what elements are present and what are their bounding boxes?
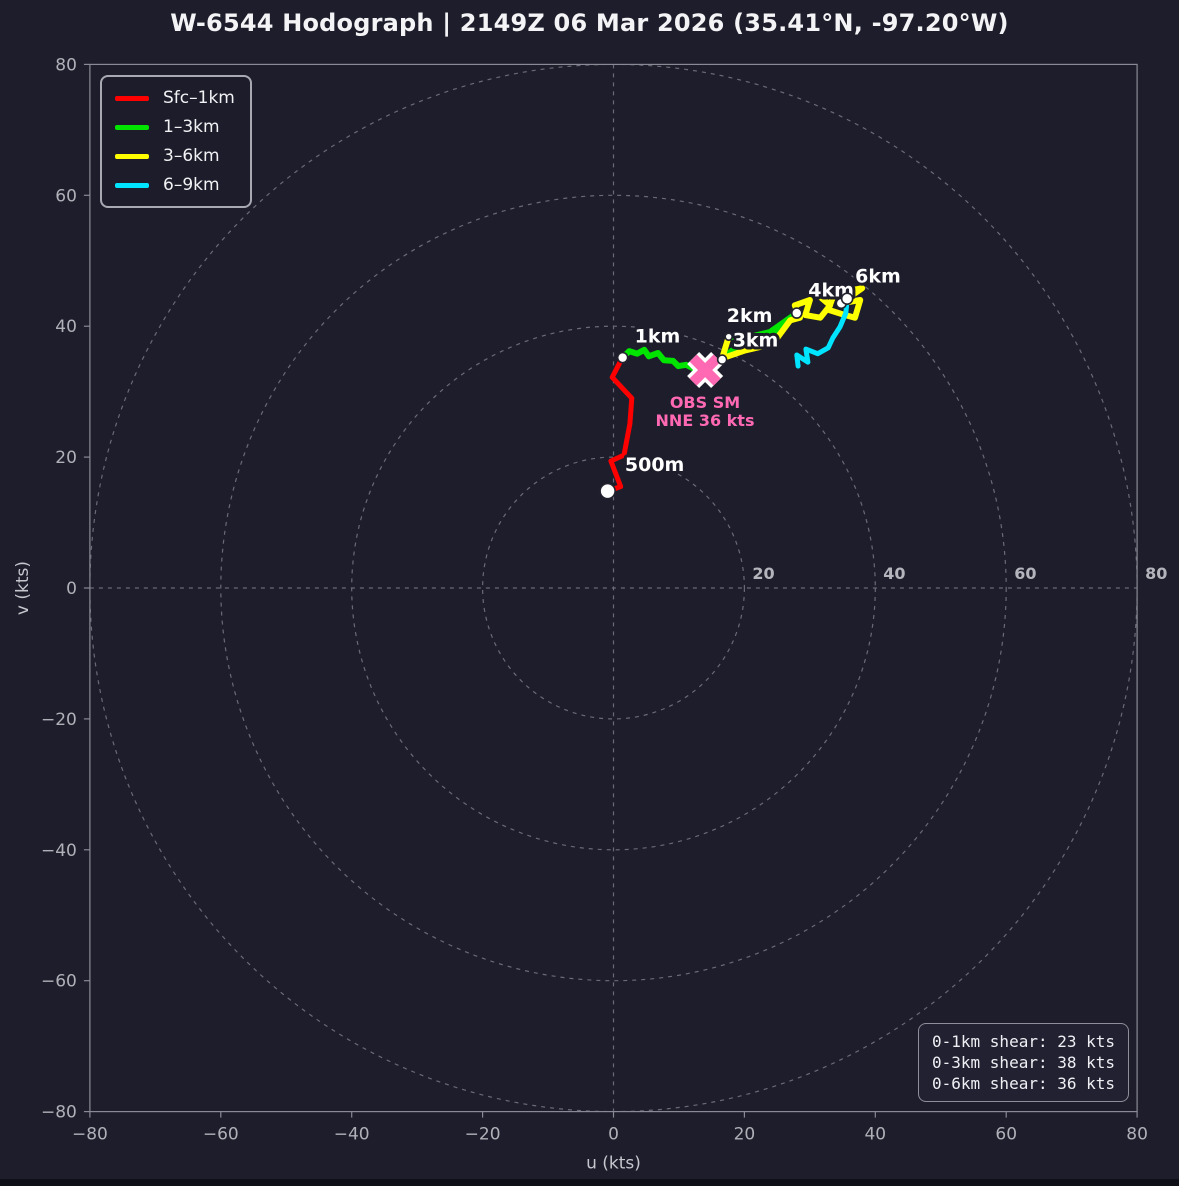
level-marker-sfc [599, 482, 616, 500]
window-bottom-edge [0, 1179, 1179, 1186]
level-marker-3km [724, 332, 733, 341]
y-tick-label: −20 [41, 710, 77, 730]
level-marker-1km [616, 351, 629, 364]
legend: Sfc–1km 1–3km 3–6km 6–9km [100, 75, 252, 208]
trace-6-9km [794, 296, 850, 369]
x-tick-label: 20 [734, 1125, 756, 1145]
legend-swatch-sfc-1km [115, 95, 149, 101]
page-title: W-6544 Hodograph | 2149Z 06 Mar 2026 (35… [170, 9, 1009, 37]
x-tick-label: 60 [995, 1125, 1017, 1145]
ring-label-80: 80 [1145, 564, 1167, 583]
y-tick-label: 40 [55, 317, 77, 337]
legend-item-3-6km: 3–6km [115, 145, 235, 167]
range-ring-60 [220, 194, 1007, 982]
ring-label-60: 60 [1014, 564, 1036, 583]
y-tick-label: 20 [55, 448, 77, 468]
x-tick-label: 0 [608, 1125, 619, 1145]
level-label-1km: 1km [635, 326, 681, 348]
level-marker-2km [790, 307, 803, 319]
range-ring-20 [482, 456, 745, 720]
shear-info-line: 0-3km shear: 38 kts [932, 1053, 1116, 1072]
level-marker-joint [716, 354, 728, 365]
storm-motion-label-line1: OBS SM [669, 393, 741, 412]
x-tick-label: −40 [334, 1125, 370, 1145]
x-tick-label: 40 [864, 1125, 886, 1145]
level-marker-6km [840, 292, 854, 306]
level-label-2km: 2km [727, 305, 773, 327]
legend-label-3-6km: 3–6km [163, 146, 220, 166]
y-tick-label: 60 [55, 186, 77, 206]
y-tick-label: 80 [55, 55, 77, 75]
legend-swatch-6-9km [115, 182, 149, 188]
level-label-3km: 3km [733, 330, 779, 352]
grid [89, 64, 1138, 1112]
level-label-500m: 500m [625, 454, 684, 476]
x-tick-label: −60 [203, 1125, 239, 1145]
storm-motion-label-line2: NNE 36 kts [655, 411, 755, 430]
ring-label-40: 40 [883, 564, 905, 583]
shear-info-line: 0-1km shear: 23 kts [932, 1032, 1116, 1051]
x-tick-label: −80 [72, 1125, 108, 1145]
x-tick-label: 80 [1126, 1125, 1148, 1145]
y-tick-label: −60 [41, 972, 77, 992]
storm-motion-marker [687, 352, 724, 389]
legend-label-1-3km: 1–3km [163, 117, 220, 137]
y-tick-label: −80 [41, 1103, 77, 1123]
legend-label-6-9km: 6–9km [163, 175, 220, 195]
legend-swatch-1-3km [115, 124, 149, 130]
y-tick-label: 0 [66, 579, 77, 599]
shear-info-box: 0-1km shear: 23 kts 0-3km shear: 38 kts 0-… [918, 1023, 1130, 1102]
storm-motion-annotation: OBS SM NNE 36 kts [625, 394, 785, 430]
x-tick-label: −20 [465, 1125, 501, 1145]
trace-sfc-1km [605, 355, 635, 494]
shear-info-line: 0-6km shear: 36 kts [932, 1074, 1116, 1093]
legend-item-1-3km: 1–3km [115, 116, 235, 138]
legend-swatch-3-6km [115, 153, 149, 159]
y-tick-label: −40 [41, 841, 77, 861]
level-label-6km: 6km [855, 266, 901, 288]
y-axis-title: v (kts) [13, 561, 33, 615]
x-axis-title: u (kts) [586, 1154, 641, 1174]
legend-item-6-9km: 6–9km [115, 174, 235, 196]
legend-item-sfc-1km: Sfc–1km [115, 87, 235, 109]
legend-label-sfc-1km: Sfc–1km [163, 88, 235, 108]
ring-label-20: 20 [752, 564, 774, 583]
